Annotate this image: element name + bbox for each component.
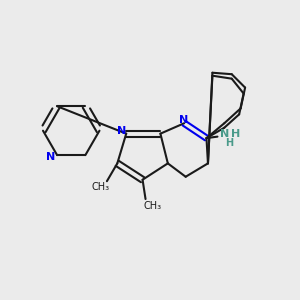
Text: N: N	[220, 129, 229, 139]
Text: H: H	[231, 129, 240, 139]
Text: H: H	[225, 138, 233, 148]
Text: CH₃: CH₃	[144, 201, 162, 211]
Text: CH₃: CH₃	[92, 182, 110, 192]
Text: N: N	[117, 126, 126, 136]
Text: N: N	[179, 115, 188, 125]
Text: N: N	[46, 152, 55, 162]
